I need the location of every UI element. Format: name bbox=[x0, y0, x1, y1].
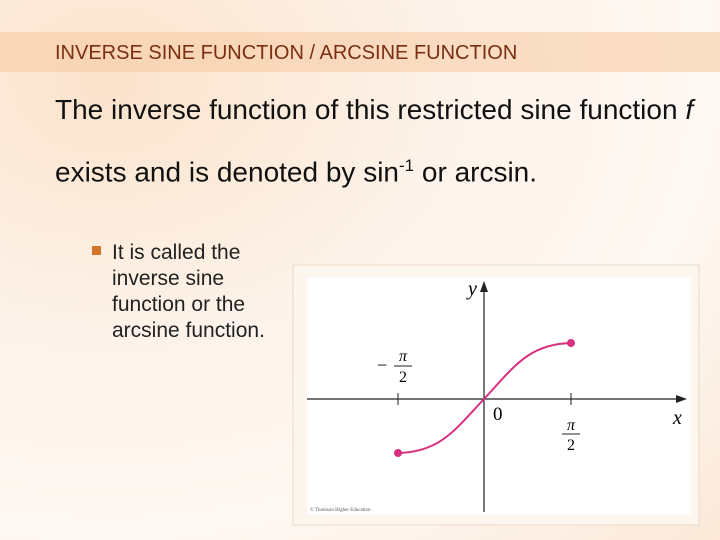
label-denominator: 2 bbox=[399, 369, 407, 386]
label-denominator: 2 bbox=[567, 437, 575, 454]
label-numerator: π bbox=[567, 417, 576, 434]
arrow bbox=[676, 395, 687, 403]
superscript: -1 bbox=[398, 156, 415, 175]
text: or arcsin. bbox=[414, 156, 538, 188]
arrow bbox=[480, 281, 488, 292]
text: The inverse function of this restricted … bbox=[55, 94, 686, 125]
title-band bbox=[0, 32, 720, 72]
label-sign: − bbox=[377, 355, 387, 375]
text: f bbox=[685, 94, 694, 125]
endpoint bbox=[567, 339, 575, 347]
paragraph: The inverse function of this restricted … bbox=[55, 82, 695, 200]
figure-panel bbox=[307, 277, 691, 515]
axis-label: y bbox=[466, 278, 477, 300]
axis-label: x bbox=[672, 407, 682, 429]
bullet-text: It is called the inverse sine function o… bbox=[112, 241, 265, 342]
slide-title: INVERSE SINE FUNCTION / ARCSINE FUNCTION bbox=[55, 42, 518, 64]
bullet-mark bbox=[92, 246, 101, 255]
label-numerator: π bbox=[399, 348, 408, 365]
credit: © Thomson Higher Education bbox=[310, 507, 371, 513]
origin-label: 0 bbox=[493, 404, 503, 425]
text: exists and is denoted by sin bbox=[55, 156, 399, 188]
endpoint bbox=[394, 449, 402, 457]
curve bbox=[397, 342, 572, 454]
